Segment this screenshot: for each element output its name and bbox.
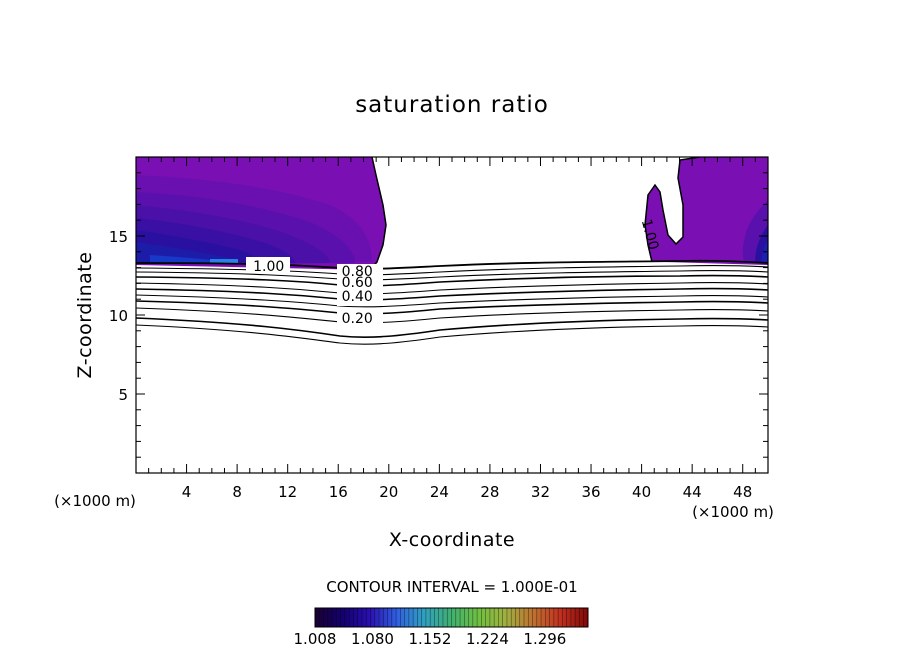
contour-line-0.70 [136, 282, 768, 295]
fill-right-region [645, 157, 768, 265]
x-tick-label: 44 [683, 483, 702, 501]
colorbar-labels: 1.008 1.080 1.152 1.224 1.296 [294, 630, 567, 648]
colorbar-tick-label: 1.224 [466, 630, 509, 648]
contour-labels: 1.00 0.800.600.40 0.20 1.00 [253, 218, 661, 328]
colorbar-stripes [318, 608, 585, 627]
x-tick-label: 16 [329, 483, 348, 501]
z-unit-label: (×1000 m) [54, 492, 136, 510]
contour-line-1.00-right [644, 157, 701, 263]
y-axis-label: Z-coordinate [74, 252, 96, 379]
colorbar-tick-label: 1.080 [351, 630, 394, 648]
contour-line-0.10 [136, 324, 768, 345]
y-tick-label: 5 [118, 386, 128, 404]
contour-label: 0.60 [342, 275, 373, 291]
x-axis-label: X-coordinate [389, 529, 515, 551]
x-tick-label: 8 [232, 483, 242, 501]
contour-line-0.30 [136, 307, 768, 324]
y-axis: 5 10 15 [109, 172, 768, 458]
fill-left-layer-8 [150, 255, 220, 264]
chart-title: saturation ratio [355, 92, 549, 118]
colorbar-tick-label: 1.152 [408, 630, 451, 648]
contour-interval-text: CONTOUR INTERVAL = 1.000E-01 [326, 578, 577, 596]
contour-line-0.60 [136, 287, 768, 301]
y-tick-label: 15 [109, 228, 128, 246]
x-tick-label: 20 [379, 483, 398, 501]
x-tick-label: 28 [480, 483, 499, 501]
x-tick-label: 36 [581, 483, 600, 501]
contour-line-0.40 [136, 300, 768, 315]
contour-label: 1.00 [638, 218, 662, 252]
x-tick-label: 4 [182, 483, 192, 501]
contour-line-0.90 [136, 270, 768, 281]
colorbar: 1.008 1.080 1.152 1.224 1.296 [294, 607, 589, 648]
x-tick-label: 12 [278, 483, 297, 501]
contour-line-0.80 [136, 274, 768, 287]
plot-area [136, 157, 768, 345]
x-axis: 4 8 12 16 20 24 28 32 36 40 44 48 [148, 157, 756, 501]
label-bg-stack [337, 264, 383, 306]
contour-line-1.00-left [369, 157, 387, 271]
x-tick-label: 40 [632, 483, 651, 501]
x-unit-label: (×1000 m) [692, 503, 774, 521]
colorbar-tick-label: 1.296 [523, 630, 566, 648]
y-tick-label: 10 [109, 307, 128, 325]
contour-label: 0.40 [342, 289, 373, 305]
contour-line-0.50 [136, 294, 768, 308]
x-tick-label: 32 [531, 483, 550, 501]
label-bg-1.00 [246, 257, 290, 273]
contour-label: 0.80 [342, 264, 373, 280]
label-bg-0.20 [337, 309, 383, 326]
colorbar-tick-label: 1.008 [294, 630, 337, 648]
x-tick-label: 24 [430, 483, 449, 501]
contour-label: 0.20 [342, 311, 373, 327]
contour-label: 1.00 [253, 259, 284, 275]
contour-line-0.20 [136, 317, 768, 338]
x-tick-label: 48 [733, 483, 752, 501]
